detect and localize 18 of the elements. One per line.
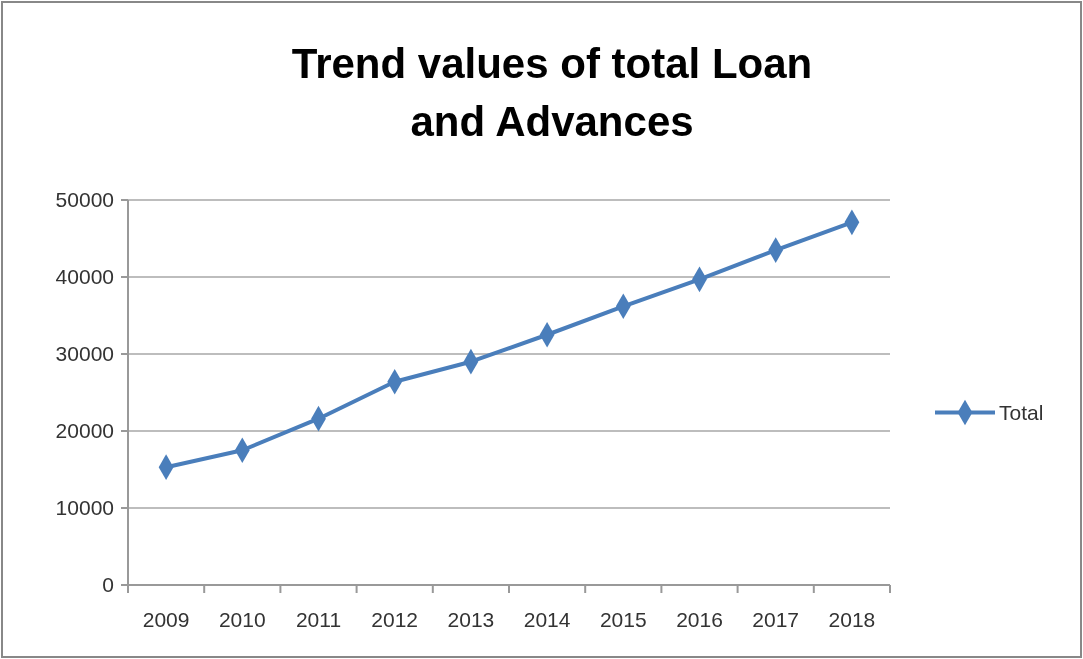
x-tick-label: 2017 (752, 608, 800, 631)
chart-title: Trend values of total Loan and Advances (291, 40, 813, 145)
y-tick-label: 20000 (55, 419, 114, 443)
x-tick-label: 2014 (523, 608, 571, 631)
legend-label: Total (999, 400, 1044, 424)
y-tick-label: 50000 (55, 188, 114, 212)
x-tick-label: 2012 (371, 608, 419, 631)
x-tick-label: 2011 (295, 608, 342, 631)
x-tick-label: 2009 (142, 608, 190, 631)
x-tick-label: 2016 (676, 608, 723, 631)
y-tick-label: 0 (102, 573, 114, 597)
x-tick-label: 2018 (828, 608, 876, 631)
x-tick-label: 2013 (447, 608, 495, 631)
x-tick-label: 2015 (599, 608, 647, 631)
y-tick-label: 10000 (55, 496, 114, 520)
y-tick-label: 40000 (55, 265, 114, 289)
x-tick-label: 2010 (218, 608, 266, 631)
y-tick-label: 30000 (55, 342, 114, 366)
